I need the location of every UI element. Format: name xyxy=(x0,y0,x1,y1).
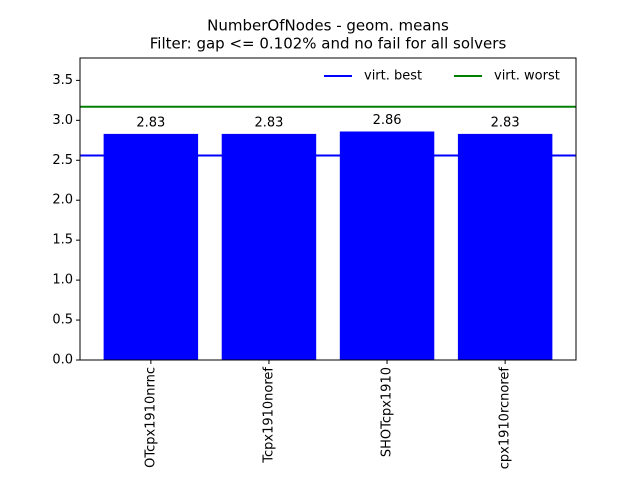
y-tick-label: 2.5 xyxy=(52,153,73,168)
bar xyxy=(103,133,199,360)
y-tick-label: 0.5 xyxy=(52,313,73,328)
x-tick-label: OTcpx1910nrnc xyxy=(143,367,158,468)
legend-label: virt. best xyxy=(364,69,422,84)
y-tick-label: 2.0 xyxy=(52,193,73,208)
value-label: 2.83 xyxy=(254,115,283,130)
y-tick-label: 1.5 xyxy=(52,233,73,248)
value-label: 2.86 xyxy=(373,113,402,128)
bar xyxy=(221,133,317,360)
x-tick-label: Tcpx1910noref xyxy=(261,367,276,464)
y-tick-label: 3.0 xyxy=(52,113,73,128)
x-tick-label: SHOTcpx1910 xyxy=(380,367,395,457)
bar xyxy=(457,133,553,360)
bar xyxy=(339,131,435,360)
chart-title: NumberOfNodes - geom. means xyxy=(207,17,449,35)
value-label: 2.83 xyxy=(136,115,165,130)
chart-subtitle: Filter: gap <= 0.102% and no fail for al… xyxy=(150,35,507,53)
plot-frame xyxy=(79,57,577,361)
value-label: 2.83 xyxy=(491,115,520,130)
y-tick-label: 3.5 xyxy=(52,73,73,88)
y-tick-label: 0.0 xyxy=(52,353,73,368)
x-tick-label: cpx1910rcnoref xyxy=(498,367,513,470)
y-tick-label: 1.0 xyxy=(52,273,73,288)
legend-label: virt. worst xyxy=(494,69,560,84)
